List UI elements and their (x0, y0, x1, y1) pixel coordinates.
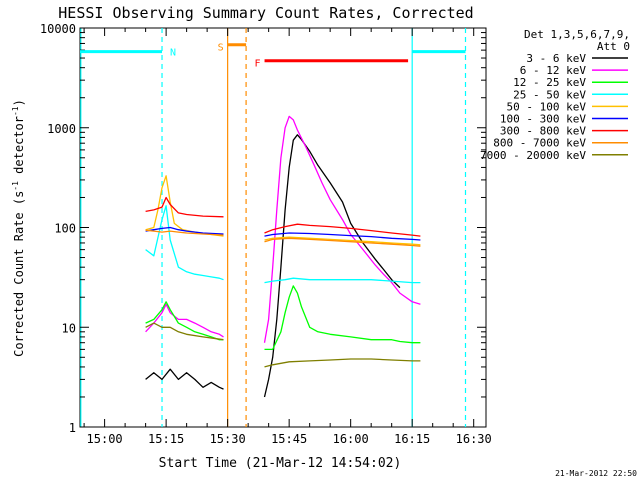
legend-label-6: 300 - 800 keV (500, 125, 586, 138)
flag-label-0: N (170, 48, 176, 59)
legend-header-1: Det 1,3,5,6,7,9, (524, 28, 630, 41)
y-axis-label: Corrected Count Rate (s-1 detector-1) (11, 99, 26, 357)
x-axis-label: Start Time (21-Mar-12 14:54:02) (159, 456, 402, 471)
series-5-line-0 (145, 226, 224, 235)
series-2-line-1 (264, 285, 421, 351)
flag-label-1: S (218, 43, 224, 54)
legend-header-2: Att 0 (597, 40, 630, 53)
series-7-line-0 (145, 229, 224, 236)
x-tick-label-6: 16:30 (456, 432, 492, 446)
series-4-line-0 (145, 175, 224, 237)
series-6-line-1 (264, 223, 421, 237)
legend-label-0: 3 - 6 keV (526, 52, 586, 65)
y-tick-label-4: 10000 (40, 22, 76, 36)
legend-label-2: 12 - 25 keV (513, 76, 586, 89)
flags-layer: N S F (80, 43, 466, 70)
series-2-line-0 (145, 301, 224, 341)
y-tick-label-3: 1000 (47, 122, 76, 136)
flag-label-2: F (255, 59, 261, 70)
x-tick-label-2: 15:30 (210, 432, 246, 446)
x-tick-label-4: 16:00 (333, 432, 369, 446)
markers-layer (80, 28, 467, 427)
series-3-line-0 (145, 205, 224, 281)
x-tick-label-0: 15:00 (87, 432, 123, 446)
series-0-line-0 (145, 368, 224, 390)
y-tick-label-1: 10 (62, 321, 76, 335)
y-tick-label-2: 100 (54, 222, 76, 236)
series-3-line-1 (264, 277, 421, 284)
x-tick-label-3: 15:45 (271, 432, 307, 446)
y-tick-label-0: 1 (69, 421, 76, 435)
legend-label-4: 50 - 100 keV (507, 100, 587, 113)
series-6-line-0 (145, 196, 224, 218)
footer-timestamp: 21-Mar-2012 22:50 (555, 469, 637, 478)
legend-label-7: 800 - 7000 keV (493, 137, 586, 150)
series-5-line-1 (264, 232, 421, 241)
series-8-line-0 (145, 322, 224, 341)
series-1-line-1 (263, 115, 421, 343)
series-4-line-1 (264, 236, 421, 246)
series-1-line-0 (145, 303, 224, 338)
series-8-line-1 (264, 358, 421, 368)
legend-label-3: 25 - 50 keV (513, 88, 586, 101)
chart-title: HESSI Observing Summary Count Rates, Cor… (58, 4, 473, 22)
series-layer (145, 115, 421, 398)
x-tick-label-1: 15:15 (148, 432, 184, 446)
x-tick-label-5: 16:15 (394, 432, 430, 446)
legend-label-8: 7000 - 20000 keV (480, 149, 586, 162)
series-0-line-1 (263, 134, 401, 398)
series-7-line-1 (264, 237, 421, 247)
axis-layer: 15:00 15:15 15:30 15:45 16:00 16:15 16:30 1 10 10… (40, 22, 492, 446)
legend-label-5: 100 - 300 keV (500, 113, 586, 126)
legend-label-1: 6 - 12 keV (520, 64, 587, 77)
